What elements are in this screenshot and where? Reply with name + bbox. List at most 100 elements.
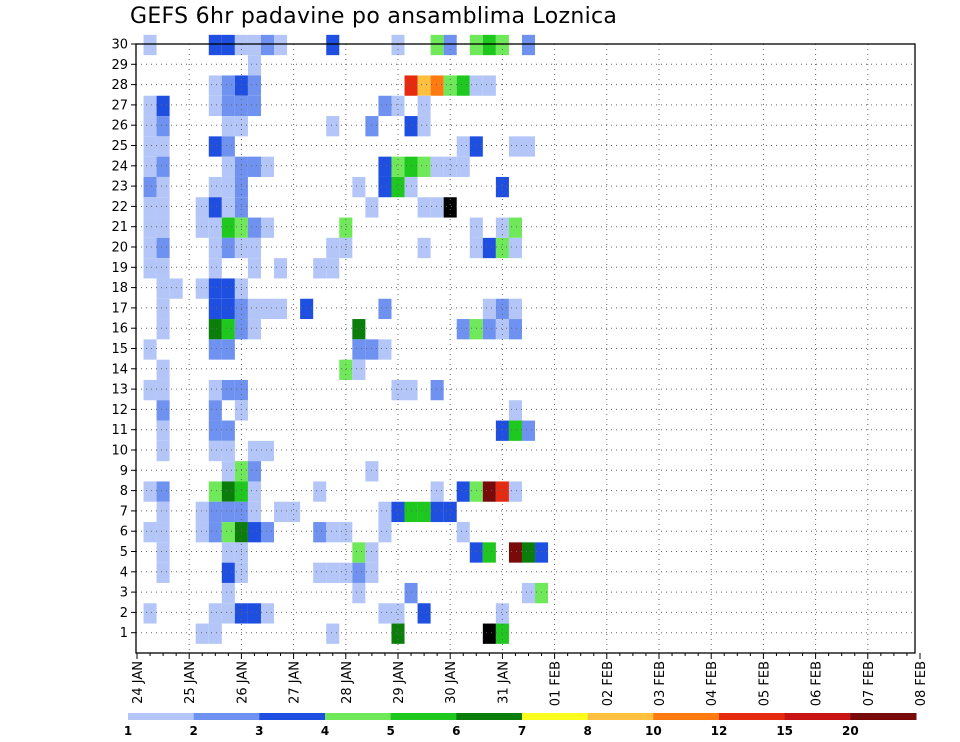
heatmap-cell xyxy=(469,34,483,56)
heatmap-cell xyxy=(482,298,496,320)
heatmap-cell xyxy=(208,379,222,401)
heatmap-cell xyxy=(247,75,261,96)
heatmap-cell xyxy=(352,339,366,360)
heatmap-cell xyxy=(234,197,248,218)
colorbar-label: 15 xyxy=(776,724,793,738)
heatmap-cell xyxy=(156,116,170,137)
heatmap-cell xyxy=(221,278,235,299)
heatmap-cell xyxy=(443,197,457,218)
heatmap-cell xyxy=(339,562,353,583)
y-tick-label: 9 xyxy=(120,464,128,479)
heatmap-cell xyxy=(456,522,470,543)
heatmap-cell xyxy=(495,623,509,644)
heatmap-cell xyxy=(469,136,483,157)
colorbar-segment xyxy=(325,713,392,720)
y-tick-label: 27 xyxy=(111,98,128,113)
heatmap-cell xyxy=(417,197,431,218)
heatmap-cell xyxy=(365,197,379,218)
heatmap-cell xyxy=(391,501,405,523)
heatmap-cell xyxy=(339,522,353,543)
heatmap-cell xyxy=(469,237,483,259)
heatmap-cell xyxy=(417,501,431,523)
chart-title: GEFS 6hr padavine po ansamblima Loznica xyxy=(130,4,618,29)
heatmap-cell xyxy=(156,542,170,563)
heatmap-cell xyxy=(143,217,157,238)
heatmap-cell xyxy=(208,75,222,96)
heatmap-cell xyxy=(143,379,157,401)
heatmap-cell xyxy=(378,95,392,117)
heatmap-cell xyxy=(208,298,222,320)
heatmap-cell xyxy=(156,197,170,218)
heatmap-cell xyxy=(156,420,170,441)
heatmap-cell xyxy=(430,197,444,218)
heatmap-cell xyxy=(274,258,288,279)
y-axis: 1234567891011121314151617181920212223242… xyxy=(111,38,136,641)
heatmap-cell xyxy=(365,461,379,482)
heatmap-cell xyxy=(234,116,248,137)
heatmap-cell xyxy=(143,481,157,502)
y-tick-label: 21 xyxy=(111,220,128,235)
y-tick-label: 4 xyxy=(120,565,128,580)
heatmap-cell xyxy=(221,522,235,543)
heatmap-cell xyxy=(274,34,288,56)
heatmap-cell xyxy=(156,258,170,279)
heatmap-cell xyxy=(495,217,509,238)
heatmap-cell xyxy=(195,623,209,644)
heatmap-cell xyxy=(143,258,157,279)
heatmap-cell xyxy=(417,95,431,117)
heatmap-cell xyxy=(208,95,222,117)
heatmap-cell xyxy=(482,237,496,259)
colorbar-label: 3 xyxy=(255,724,263,738)
heatmap-cell xyxy=(234,237,248,259)
x-tick-label: 30 JAN xyxy=(444,661,459,704)
heatmap-cell xyxy=(430,34,444,56)
heatmap-cell xyxy=(247,461,261,482)
heatmap-cell xyxy=(221,176,235,198)
heatmap-cell xyxy=(221,562,235,583)
heatmap-cell xyxy=(247,237,261,259)
heatmap-cell xyxy=(195,197,209,218)
heatmap-cell xyxy=(156,379,170,401)
heatmap-cell xyxy=(456,136,470,157)
heatmap-cell xyxy=(156,278,170,299)
colorbar-label: 1 xyxy=(124,724,132,738)
heatmap-cell xyxy=(535,542,549,563)
heatmap-cell xyxy=(221,156,235,177)
heatmap-cell xyxy=(495,298,509,320)
heatmap-cell xyxy=(156,237,170,259)
heatmap-cell xyxy=(260,298,275,320)
heatmap-cell xyxy=(234,522,248,543)
heatmap-cell xyxy=(260,156,275,177)
heatmap-cell xyxy=(221,197,235,218)
heatmap-cell xyxy=(260,603,275,624)
heatmap-cell xyxy=(247,603,261,624)
heatmap-cell xyxy=(508,298,522,320)
heatmap-cell xyxy=(247,440,261,462)
y-tick-label: 20 xyxy=(111,241,128,256)
heatmap-cell xyxy=(352,542,366,563)
heatmap-cell xyxy=(208,603,222,624)
heatmap-cell xyxy=(482,481,496,502)
heatmap-cell xyxy=(247,258,261,279)
heatmap-cell xyxy=(143,237,157,259)
heatmap-cell xyxy=(404,75,418,96)
heatmap-cell xyxy=(208,623,222,644)
heatmap-cell xyxy=(404,379,418,401)
heatmap-cell xyxy=(247,55,261,76)
heatmap-cell xyxy=(208,278,222,299)
heatmap-cell xyxy=(326,623,340,644)
heatmap-cell xyxy=(156,440,170,462)
heatmap-cell xyxy=(443,156,457,177)
heatmap-cell xyxy=(143,156,157,177)
heatmap-cell xyxy=(221,440,235,462)
heatmap-cell xyxy=(508,481,522,502)
heatmap-cell xyxy=(234,562,248,583)
heatmap-cell xyxy=(234,95,248,117)
heatmap-cell xyxy=(521,542,536,563)
x-tick-label: 03 FEB xyxy=(653,661,668,706)
colorbar-segment xyxy=(587,713,654,720)
heatmap-cell xyxy=(378,298,392,320)
y-tick-label: 16 xyxy=(111,322,128,337)
heatmap-cell xyxy=(469,542,483,563)
heatmap-cell xyxy=(274,501,288,523)
